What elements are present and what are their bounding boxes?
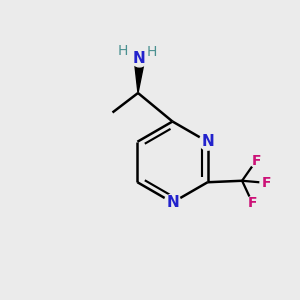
Text: N: N — [201, 134, 214, 149]
Circle shape — [246, 196, 259, 210]
Circle shape — [164, 194, 181, 211]
Text: F: F — [248, 196, 257, 210]
Text: H: H — [118, 44, 128, 58]
Circle shape — [250, 154, 263, 167]
Text: N: N — [133, 51, 146, 66]
Polygon shape — [134, 58, 145, 93]
Text: H: H — [147, 46, 157, 59]
Text: F: F — [262, 176, 271, 190]
Circle shape — [260, 176, 273, 190]
Text: N: N — [166, 195, 179, 210]
Text: F: F — [251, 154, 261, 168]
Circle shape — [199, 133, 216, 150]
Circle shape — [131, 50, 148, 67]
